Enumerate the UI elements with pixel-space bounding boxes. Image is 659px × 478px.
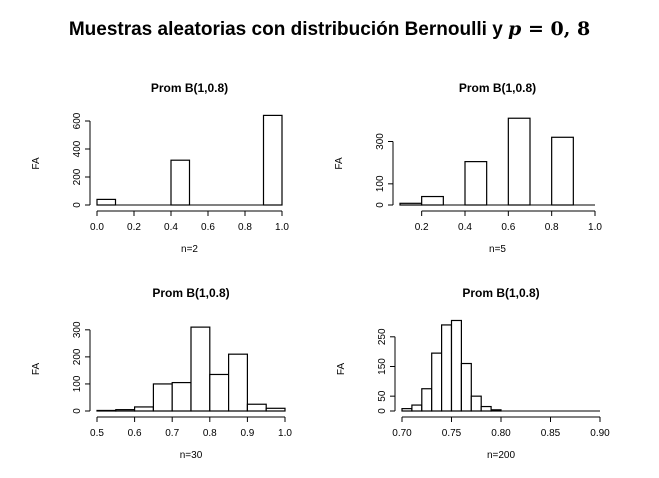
histogram-bar [152, 383, 173, 412]
x-tick-label: 0.7 [165, 428, 179, 439]
y-tick-label: 200 [72, 168, 83, 185]
x-tick-label: 0.6 [128, 428, 142, 439]
x-axis-label: n=30 [180, 450, 203, 461]
histogram-bar [450, 319, 462, 412]
histogram-bar [246, 403, 267, 412]
x-tick-label: 0.75 [442, 428, 462, 439]
y-tick-label: 400 [72, 140, 83, 157]
x-tick-label: 0.5 [90, 428, 104, 439]
x-tick-label: 0.2 [415, 222, 429, 233]
y-tick-label: 0 [377, 408, 388, 414]
histogram-bar [551, 136, 574, 206]
histogram-bar [464, 161, 488, 206]
x-tick-label: 0.4 [458, 222, 472, 233]
x-axis-label: n=5 [489, 244, 506, 255]
histogram-n200: Prom B(1,0.8) n=200 FA 0.70 0.75 0.80 0.85 0.90… [336, 286, 610, 461]
histogram-bar [209, 373, 230, 412]
histogram-bar [170, 159, 191, 206]
x-tick-label: 0.85 [541, 428, 561, 439]
chart-title: Prom B(1,0.8) [462, 286, 539, 300]
x-tick-label: 0.6 [501, 222, 515, 233]
histogram-bar [460, 362, 472, 412]
y-tick-label: 200 [72, 348, 83, 365]
y-tick-label: 100 [72, 375, 83, 392]
y-tick-label: 600 [72, 112, 83, 129]
histogram-bar [421, 195, 444, 206]
histogram-bar [421, 388, 433, 412]
y-axis-label: FA [336, 363, 347, 376]
histogram-bar [431, 352, 443, 412]
y-axis-label: FA [334, 157, 345, 170]
histogram-bar [262, 114, 283, 206]
x-tick-label: 0.4 [164, 222, 178, 233]
histogram-bar [470, 395, 482, 412]
x-tick-label: 0.90 [590, 428, 610, 439]
y-axis-label: FA [31, 363, 42, 376]
x-tick-label: 1.0 [588, 222, 602, 233]
histogram-bar [134, 406, 155, 412]
y-tick-label: 0 [375, 202, 386, 208]
page-title: Muestras aleatorias con distribución Ber… [0, 18, 659, 41]
histogram-bar [96, 198, 117, 206]
y-tick-label: 250 [377, 328, 388, 345]
x-tick-label: 0.8 [203, 428, 217, 439]
x-axis-label: n=200 [487, 450, 516, 461]
y-tick-label: 0 [72, 202, 83, 208]
chart-title: Prom B(1,0.8) [459, 81, 536, 95]
title-text: Muestras aleatorias con distribución Ber… [68, 19, 509, 40]
y-tick-label: 100 [375, 175, 386, 192]
x-tick-label: 0.6 [201, 222, 215, 233]
x-tick-label: 0.8 [238, 222, 252, 233]
x-tick-label: 1.0 [278, 428, 292, 439]
x-tick-label: 1.0 [275, 222, 289, 233]
y-tick-label: 150 [377, 358, 388, 375]
x-axis-label: n=2 [181, 244, 198, 255]
y-axis-label: FA [31, 157, 42, 170]
chart-title: Prom B(1,0.8) [151, 81, 228, 95]
x-tick-label: 0.2 [127, 222, 141, 233]
histogram-bar [171, 381, 192, 412]
histogram-bar [411, 404, 423, 412]
x-tick-label: 0.0 [90, 222, 104, 233]
x-tick-label: 0.70 [392, 428, 412, 439]
histogram-bar [480, 405, 492, 412]
histogram-bar [440, 324, 453, 412]
y-tick-label: 50 [377, 390, 388, 402]
x-tick-label: 0.80 [491, 428, 511, 439]
y-tick-label: 300 [72, 321, 83, 338]
histogram-n2: Prom B(1,0.8) n=2 FA 0.0 0.2 0.4 0.6 0.8 1.0 0 200… [31, 81, 289, 255]
histogram-bar [228, 353, 249, 412]
histogram-bar [507, 117, 531, 206]
y-tick-label: 300 [375, 133, 386, 150]
title-variable: p [508, 18, 522, 40]
title-equation: = 0, 8 [521, 18, 591, 40]
histogram-bar [190, 326, 211, 412]
y-tick-label: 0 [72, 408, 83, 414]
histogram-n30: Prom B(1,0.8) n=30 FA 0.5 0.6 0.7 0.8 0.9 1.0 0 10… [31, 286, 292, 461]
x-tick-label: 0.8 [545, 222, 559, 233]
x-tick-label: 0.9 [240, 428, 254, 439]
histogram-n5: Prom B(1,0.8) n=5 FA 0.2 0.4 0.6 0.8 1.0 0 100 300 [334, 81, 602, 255]
chart-title: Prom B(1,0.8) [152, 286, 229, 300]
